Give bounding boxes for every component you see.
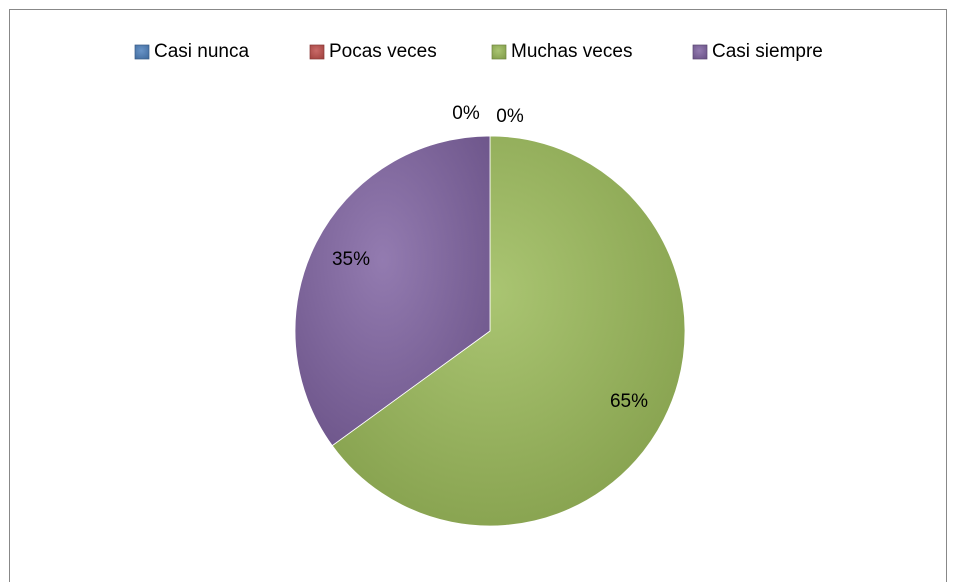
pie-slice — [294, 135, 491, 447]
data-label: 65% — [610, 391, 648, 412]
legend-label: Pocas veces — [329, 41, 437, 62]
legend-label: Casi nunca — [154, 41, 249, 62]
data-label: 35% — [332, 249, 370, 270]
legend-swatch — [134, 44, 150, 60]
data-label: 0% — [452, 103, 480, 124]
legend-swatch — [692, 44, 708, 60]
legend-label: Casi siempre — [712, 41, 823, 62]
legend-swatch — [309, 44, 325, 60]
legend-swatch — [491, 44, 507, 60]
legend-label: Muchas veces — [511, 41, 632, 62]
data-label: 0% — [496, 106, 524, 127]
pie-slice — [331, 135, 686, 527]
